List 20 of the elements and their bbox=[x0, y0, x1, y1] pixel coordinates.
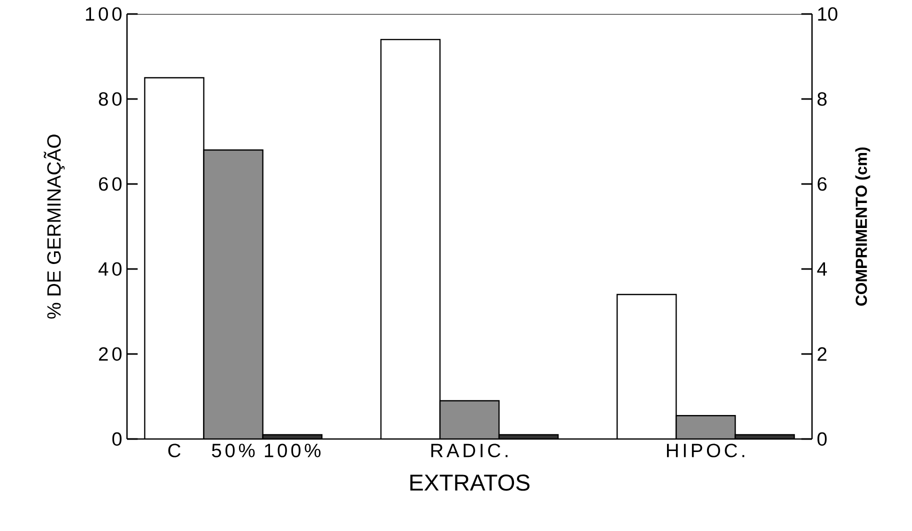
y-tick-label: 20 bbox=[99, 347, 122, 361]
y2-tick-label: 4 bbox=[817, 262, 827, 276]
y2-axis-title: COMPRIMENTO (cm) bbox=[855, 147, 870, 306]
x-tick-label: 50% bbox=[212, 444, 255, 458]
x-axis-title: EXTRATOS bbox=[410, 474, 530, 491]
y-tick-label: 80 bbox=[98, 92, 122, 106]
y2-tick-label: 10 bbox=[818, 7, 838, 21]
y-tick-label: 100 bbox=[86, 7, 122, 21]
x-tick-label: 100% bbox=[264, 444, 321, 458]
x-tick-label: RADIC. bbox=[431, 444, 508, 458]
x-tick-label: HIPOC. bbox=[667, 444, 744, 458]
y2-tick-label: 2 bbox=[818, 347, 826, 361]
y-axis-title: % DE GERMINAÇÃO bbox=[44, 134, 65, 319]
x-tick-label: C bbox=[168, 444, 180, 458]
y-tick-label: 40 bbox=[98, 262, 122, 276]
y2-tick-label: 6 bbox=[818, 177, 827, 191]
y-tick-label: 0 bbox=[112, 432, 122, 446]
y-tick-label: 60 bbox=[99, 177, 122, 191]
y2-tick-label: 8 bbox=[818, 92, 827, 106]
y2-tick-label: 0 bbox=[817, 432, 827, 446]
